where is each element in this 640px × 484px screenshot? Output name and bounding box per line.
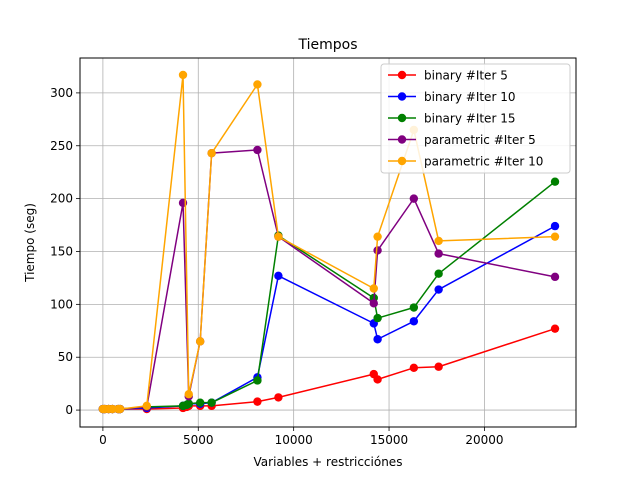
legend-item: parametric #Iter 10 [388,155,543,169]
data-point [195,398,205,407]
y-tick-label: 300 [50,86,73,100]
data-point [434,269,443,278]
legend-item: parametric #Iter 5 [388,133,536,147]
x-tick-label: 20000 [465,433,503,447]
data-point [550,324,560,333]
legend-item: binary #Iter 10 [388,90,515,104]
data-point [369,299,378,308]
data-point [550,177,560,186]
data-point [550,221,560,231]
chart-title: Tiempos [297,37,357,53]
data-point [253,145,262,155]
data-point [550,232,560,241]
y-tick-label: 0 [65,403,73,417]
legend-marker [397,156,407,166]
data-point [434,362,443,371]
data-point [373,335,382,344]
y-tick-label: 100 [50,297,73,311]
x-tick-label: 15000 [370,433,408,447]
legend-marker [397,92,407,101]
legend-label: parametric #Iter 10 [424,155,543,169]
y-tick-label: 200 [50,192,73,206]
series-layer [98,70,560,414]
legend-box [380,63,571,174]
data-point [253,376,262,385]
legend-label: binary #Iter 10 [424,90,515,104]
data-point [195,337,205,346]
y-tick-label: 250 [50,139,73,153]
data-point [373,375,382,384]
legend-label: binary #Iter 5 [424,69,508,83]
data-point [274,393,283,402]
data-point [184,399,193,408]
x-tick-label: 5000 [183,433,214,447]
data-point [409,303,419,312]
data-point [207,398,216,407]
legend-item: binary #Iter 5 [388,69,508,83]
legend-marker [397,135,407,144]
legend: binary #Iter 5 binary #Iter 10 binary #Ite… [380,63,571,174]
plot-frame [79,57,577,428]
data-point [142,401,151,411]
data-point [550,272,560,282]
data-point [409,194,419,203]
data-point [409,363,419,372]
x-tick-label: 0 [99,433,107,447]
legend-marker [397,70,407,80]
data-point [373,232,382,241]
data-point [274,232,283,241]
axis-layer: 0 5000 10000 15000 20000 0 50 100 150 200 250 300 [50,86,503,447]
x-tick-label: 10000 [275,433,313,447]
legend-label: parametric #Iter 5 [424,133,536,147]
data-point [373,246,382,255]
data-point [373,313,382,323]
y-axis-label: Tiempo (seg) [23,203,37,283]
data-point [207,148,216,158]
data-point [274,271,283,281]
legend-marker [397,113,407,123]
y-tick-label: 150 [50,244,73,258]
data-point [434,285,443,294]
data-point [409,317,419,326]
data-point [184,390,193,399]
data-point [253,397,262,406]
y-tick-label: 50 [58,350,73,364]
data-point [178,70,188,80]
data-point [253,80,262,89]
data-point [434,236,443,246]
data-point [115,404,125,414]
legend-label: binary #Iter 15 [424,112,515,126]
data-point [434,249,443,258]
data-point [369,284,378,293]
x-axis-label: Variables + restricciónes [254,455,403,469]
legend-item: binary #Iter 15 [388,112,515,126]
